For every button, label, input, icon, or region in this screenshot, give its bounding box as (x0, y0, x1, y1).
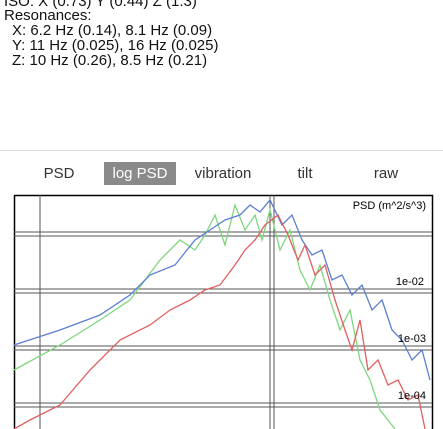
tab[interactable]: tilt (297, 165, 313, 182)
trace-red (13, 214, 426, 429)
resonances-title: Resonances: (4, 7, 92, 24)
resonance-line: Y: 11 Hz (0.025), 16 Hz (0.025) (12, 37, 219, 54)
plot-frame (13, 194, 434, 429)
label-bg (338, 198, 430, 212)
y-axis-label: PSD (m^2/s^3) (353, 200, 426, 212)
tab[interactable]: raw (373, 165, 399, 182)
resonance-line: Z: 10 Hz (0.26), 8.5 Hz (0.21) (12, 52, 208, 69)
grid (14, 195, 432, 429)
tick-label: 1e-03 (398, 333, 426, 345)
tick-label: 1e-02 (396, 276, 424, 288)
tab[interactable]: log PSD (104, 162, 176, 185)
separator (0, 150, 443, 151)
resonance-line: X: 6.2 Hz (0.14), 8.1 Hz (0.09) (12, 22, 213, 39)
tick-label: 1e-04 (398, 390, 426, 402)
tab[interactable]: PSD (43, 165, 75, 182)
tab[interactable]: vibration (194, 165, 252, 182)
trace-blue (13, 198, 431, 381)
iso-text: ISO: X (0.73) Y (0.44) Z (1.3) (4, 0, 197, 10)
trace-green (13, 202, 396, 429)
